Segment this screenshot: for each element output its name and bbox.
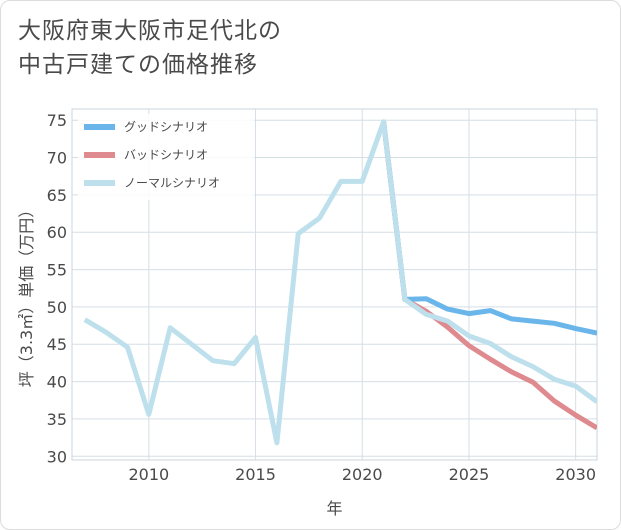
- y-tick-label: 50: [47, 298, 67, 317]
- y-tick-label: 40: [47, 373, 67, 392]
- x-axis-label: 年: [326, 499, 342, 518]
- x-tick-label: 2015: [235, 465, 276, 484]
- plot-frame: [71, 108, 598, 461]
- y-tick-label: 75: [47, 111, 67, 130]
- x-tick-label: 2025: [449, 465, 490, 484]
- y-tick-label: 65: [47, 186, 67, 205]
- x-tick-label: 2030: [555, 465, 596, 484]
- series-line-normal: [83, 119, 597, 446]
- chart-title: 大阪府東大阪市足代北の 中古戸建ての価格推移: [18, 18, 282, 78]
- y-tick-label: 30: [47, 447, 67, 466]
- x-tick-labels: 2010 2015 2020 2025 2030: [128, 465, 596, 484]
- y-tick-label: 60: [47, 223, 67, 242]
- y-tick-label: 35: [47, 410, 67, 429]
- legend-label-good: グッドシナリオ: [124, 120, 208, 134]
- y-tick-label: 45: [47, 335, 67, 354]
- y-tick-label: 70: [47, 149, 67, 168]
- legend-label-bad: バッドシナリオ: [124, 148, 208, 162]
- series-lines: [83, 119, 597, 446]
- x-tick-label: 2010: [128, 465, 169, 484]
- legend-label-normal: ノーマルシナリオ: [124, 176, 220, 190]
- x-tick-label: 2020: [342, 465, 383, 484]
- series-line-good: [381, 121, 597, 336]
- y-tick-label: 55: [47, 261, 67, 280]
- y-axis-label: 坪（3.3㎡）単価（万円）: [17, 202, 36, 387]
- y-tick-labels: 30 35 40 45 50 55 60 65 70 75: [47, 111, 67, 466]
